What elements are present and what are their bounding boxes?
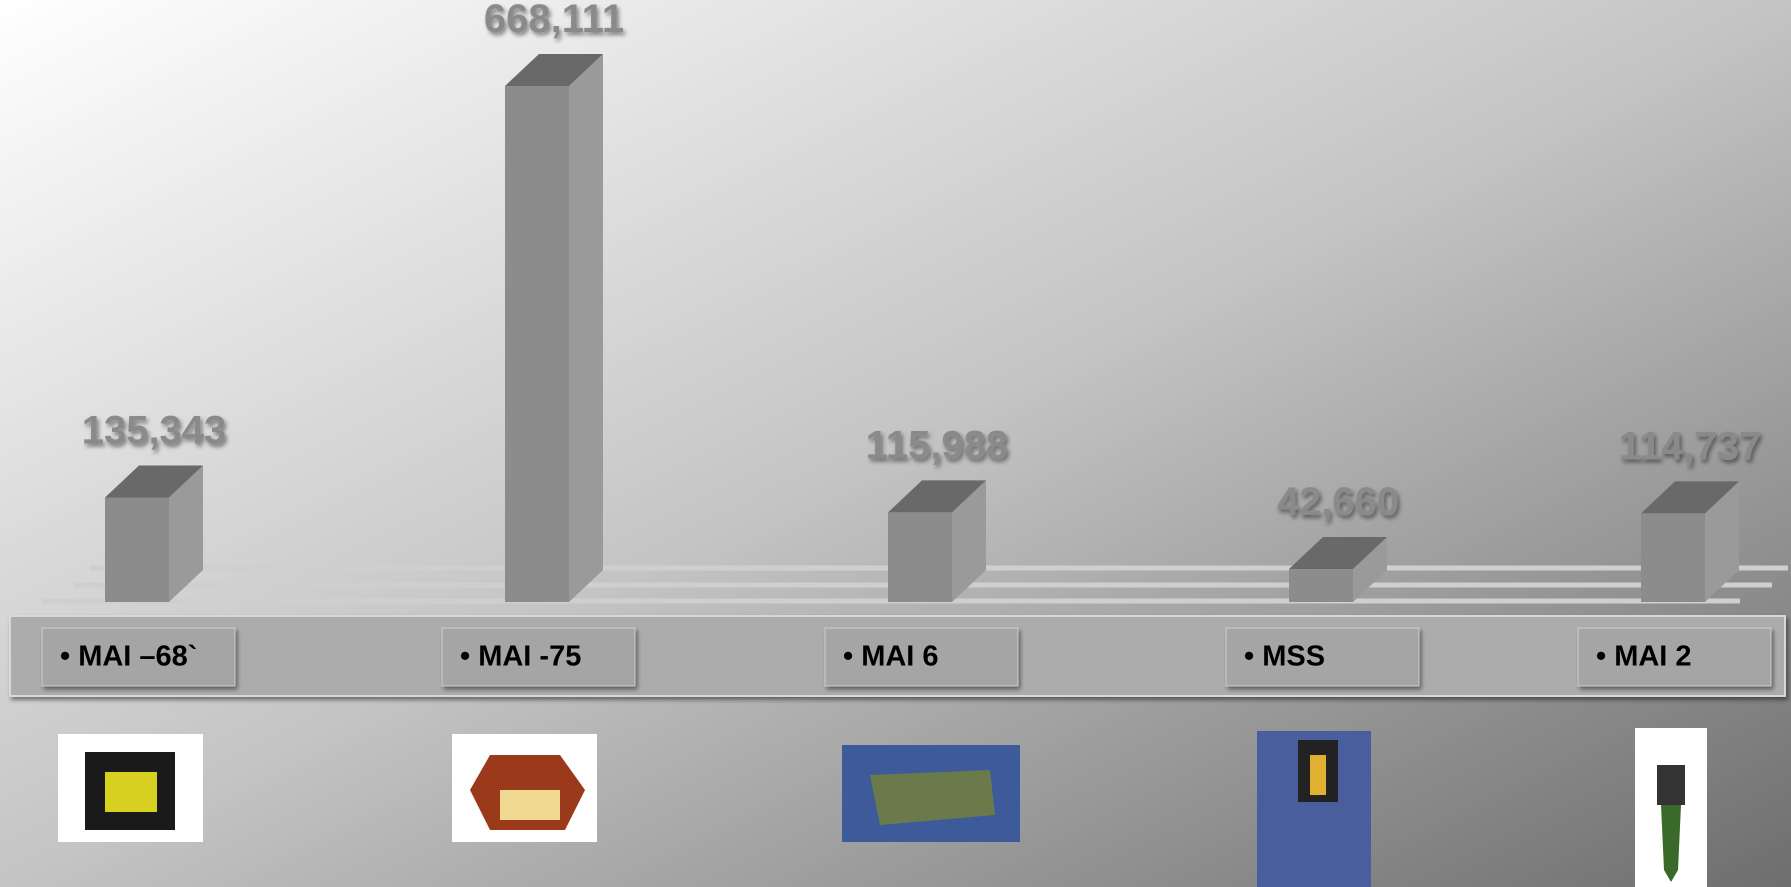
value-label: 668,111 xyxy=(484,0,624,41)
value-label: 115,988 xyxy=(866,423,1008,467)
bar xyxy=(888,480,986,602)
category-label: • MAI 2 xyxy=(1596,641,1692,673)
category-label: • MAI 6 xyxy=(843,641,939,673)
bar xyxy=(505,54,603,602)
value-label: 42,660 xyxy=(1277,480,1399,524)
bar-front xyxy=(888,512,952,602)
product-image xyxy=(1310,755,1326,795)
bar-front xyxy=(105,497,169,602)
product-image xyxy=(105,772,157,812)
bar-front xyxy=(505,86,569,602)
product-image xyxy=(500,790,560,820)
bar-front xyxy=(1289,569,1353,602)
chart: 135,343 • MAI –68` 668,111 • MAI -75 115,988… xyxy=(0,0,1791,887)
category-label: • MSS xyxy=(1244,641,1325,673)
bar xyxy=(105,465,203,602)
value-label: 135,343 xyxy=(82,408,227,452)
bar-front xyxy=(1641,513,1705,602)
value-label: 114,737 xyxy=(1619,424,1761,468)
category-label: • MAI -75 xyxy=(460,641,581,673)
bar-side xyxy=(569,54,603,602)
category-label: • MAI –68` xyxy=(60,641,197,673)
product-image xyxy=(1657,765,1685,805)
